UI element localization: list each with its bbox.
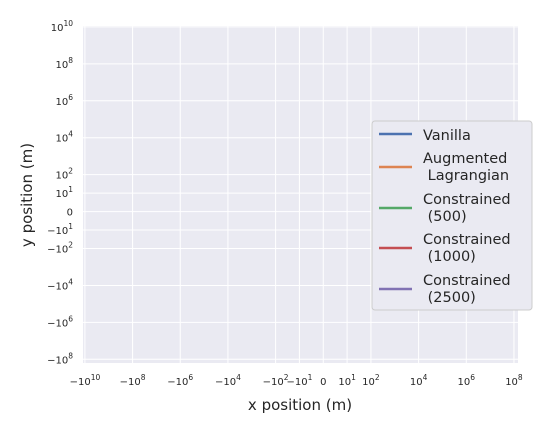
x-tick-label: 106 [458,373,476,388]
y-tick-label: −104 [47,277,73,292]
x-tick-label: 108 [505,373,523,388]
x-tick-label: −101 [286,373,312,388]
legend-label: Vanilla [423,128,471,144]
y-tick-label: 1010 [51,19,74,34]
y-axis-label: y position (m) [18,143,36,247]
y-tick-label: −102 [47,241,73,256]
x-tick-label: −108 [120,373,146,388]
y-tick-label: 0 [67,208,73,219]
x-tick-label: 101 [338,373,356,388]
x-tick-label: −1010 [70,373,101,388]
x-tick-label: −106 [167,373,193,388]
y-tick-label: −101 [47,222,73,237]
x-tick-label: 104 [410,373,428,388]
y-tick-label: 108 [55,56,73,71]
legend: Vanilla Augmented Lagrangian Constrained (… [371,120,533,311]
legend-label: Constrained (2500) [423,273,511,306]
x-tick-label: 102 [362,373,380,388]
y-tick-label: 104 [55,130,73,145]
legend-label: Constrained (1000) [423,232,511,265]
x-tick-label: 0 [320,377,326,388]
x-tick-label: −102 [263,373,289,388]
y-tick-label: −108 [47,351,73,366]
legend-label: Augmented Lagrangian [423,151,509,184]
y-tick-label: 102 [55,167,73,182]
y-tick-label: 101 [55,185,73,200]
legend-label: Constrained (500) [423,192,511,225]
y-tick-label: 106 [55,93,73,108]
y-tick-label: −106 [47,314,73,329]
x-tick-label: −104 [215,373,241,388]
x-axis-label: x position (m) [248,396,352,414]
x-tick-labels: −1010 −108 −106 −104 −102−101 0 101 102 104 106 10… [70,373,523,388]
